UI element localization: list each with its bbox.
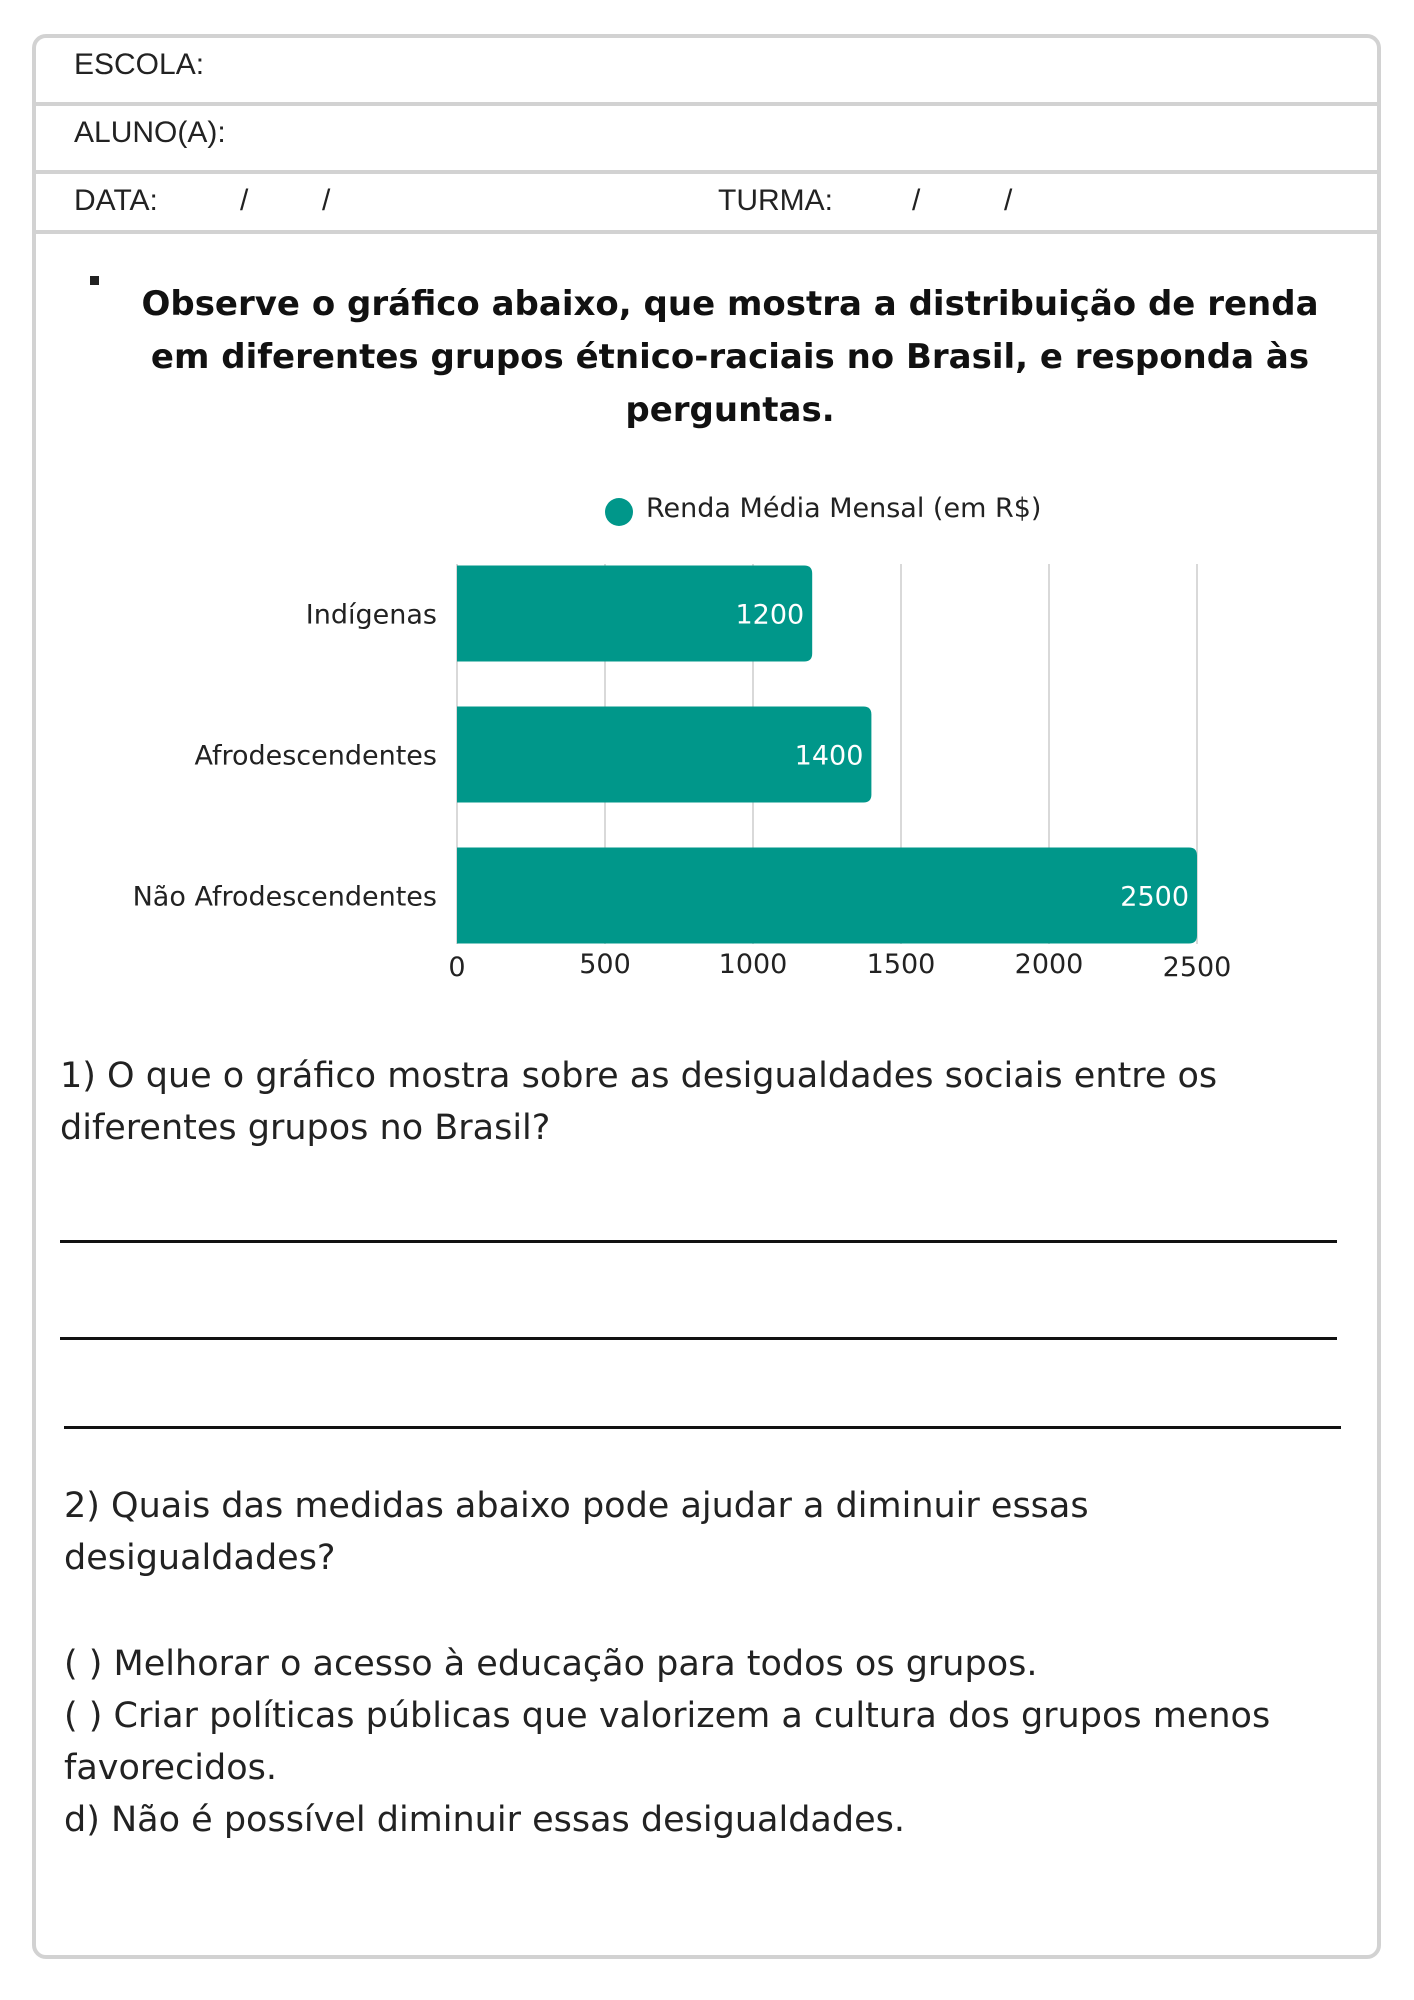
bar-value-label: 2500 [1120,882,1189,913]
bullet-marker [90,276,99,285]
x-tick-label: 2500 [1163,952,1232,983]
date-slash-month: / [322,184,331,217]
question-1: 1) O que o gráfico mostra sobre as desig… [60,1056,1218,1148]
bar-0 [457,565,813,662]
question-2: 2) Quais das medidas abaixo pode ajudar … [64,1486,1089,1578]
option-b[interactable]: ( ) Criar políticas públicas que valoriz… [64,1696,1271,1788]
class-slash-2: / [1004,184,1013,217]
x-tick-label: 2000 [1015,949,1084,980]
legend-swatch [605,498,633,526]
x-tick-label: 1000 [719,949,788,980]
chart-bars: 1200 1400 2500 [457,565,1197,944]
bar-2 [457,847,1197,944]
student-row: ALUNO(A): [36,106,1377,174]
x-tick-label: 1500 [867,949,936,980]
category-label: Afrodescendentes [194,741,437,772]
student-label: ALUNO(A): [74,116,226,149]
answer-line-2[interactable] [60,1337,1337,1340]
x-tick-label: 500 [579,949,631,980]
date-label: DATA: [74,184,158,217]
class-slash-1: / [912,184,921,217]
date-slash-day: / [240,184,249,217]
category-label: Indígenas [306,600,437,631]
x-tick-label: 0 [448,952,465,983]
instruction-text: Observe o gráfico abaixo, que mostra a d… [141,284,1319,430]
option-d[interactable]: d) Não é possível diminuir essas desigua… [64,1800,905,1840]
bar-value-label: 1400 [795,741,864,772]
option-a[interactable]: ( ) Melhorar o acesso à educação para to… [64,1644,1038,1684]
class-label: TURMA: [718,184,833,217]
worksheet-frame: ESCOLA: ALUNO(A): DATA: / / TURMA: / / [32,34,1381,1959]
legend-label: Renda Média Mensal (em R$) [646,493,1041,524]
bar-value-label: 1200 [735,600,804,631]
bar-1 [457,706,872,803]
x-axis-ticks: 0 500 1000 1500 2000 2500 [448,949,1231,983]
school-row: ESCOLA: [36,38,1377,106]
bar-chart: Renda Média Mensal (em R$) 120014002500 … [133,493,1232,983]
answer-line-1[interactable] [60,1240,1337,1243]
category-labels: Indígenas Afrodescendentes Não Afrodescend… [133,600,437,913]
category-label: Não Afrodescendentes [133,882,437,913]
school-label: ESCOLA: [74,48,205,81]
date-class-row: DATA: / / TURMA: / / [36,174,1377,234]
chart-legend: Renda Média Mensal (em R$) [605,493,1041,526]
answer-line-3[interactable] [64,1426,1341,1429]
